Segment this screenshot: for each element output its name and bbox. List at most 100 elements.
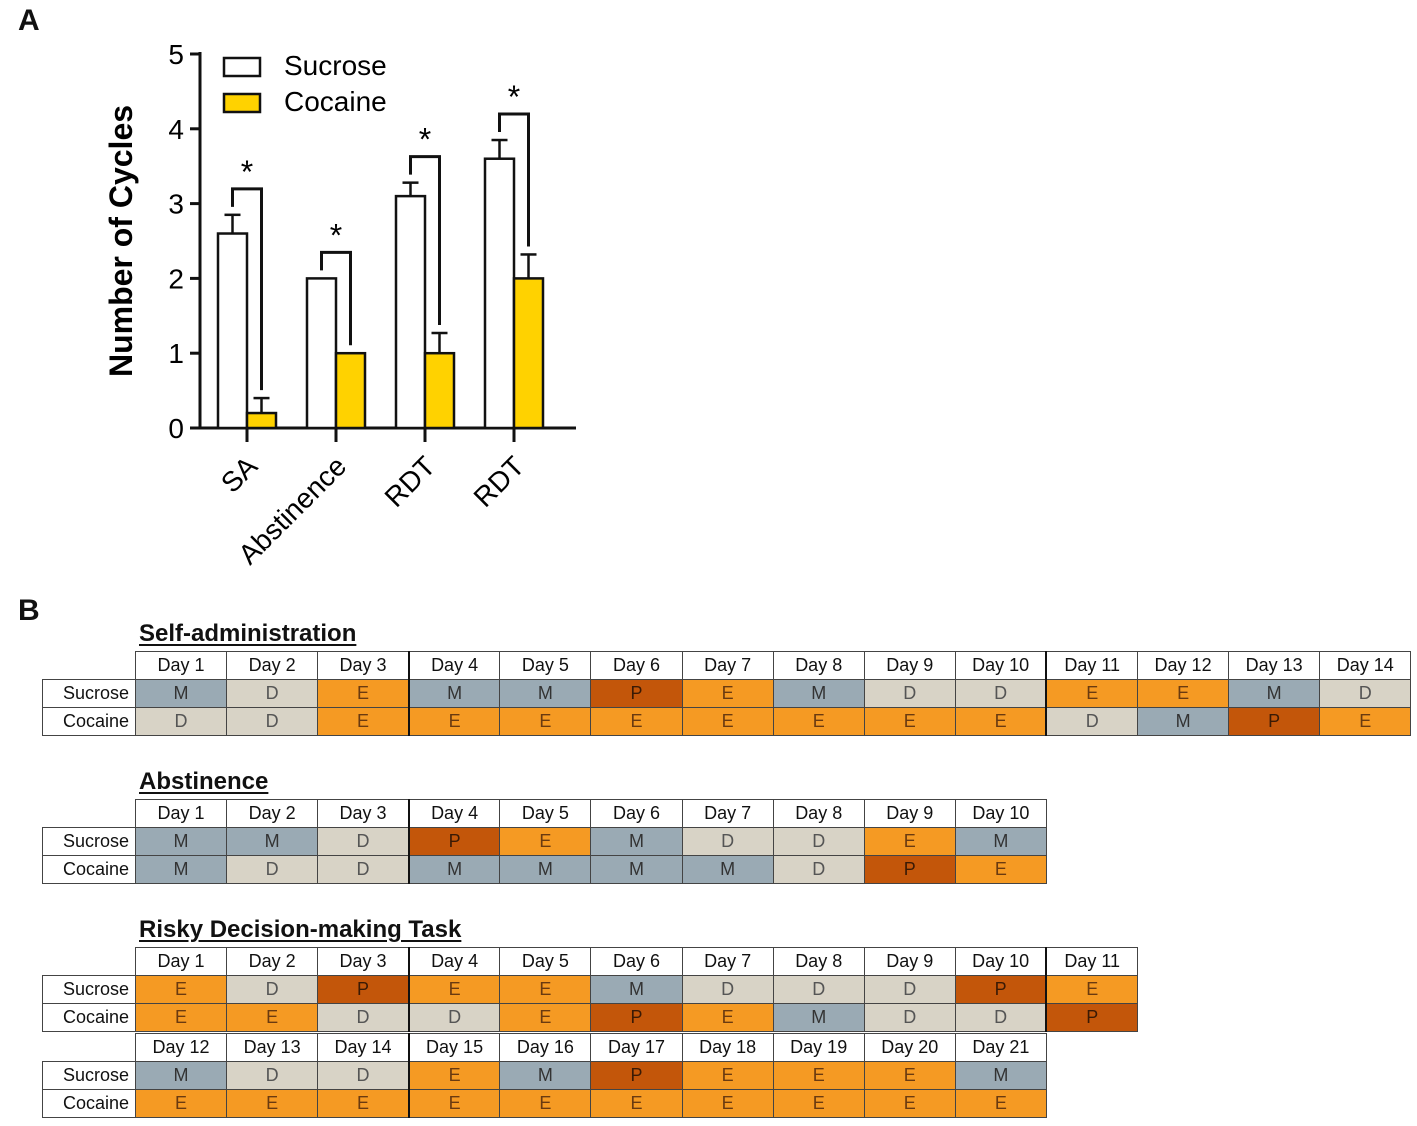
y-tick-label: 1 bbox=[168, 338, 184, 369]
y-tick-label: 4 bbox=[168, 114, 184, 145]
legend-label: Cocaine bbox=[284, 86, 387, 117]
schedule-cell: D bbox=[772, 975, 865, 1004]
schedule-row-sucrose: Sucrose M D E M M P E M D D E E M D bbox=[42, 679, 1412, 708]
day-header: Day 12 bbox=[1137, 651, 1230, 680]
schedule-cell: E bbox=[954, 1089, 1047, 1118]
schedule-cell: E bbox=[407, 975, 501, 1004]
schedule-cell: E bbox=[772, 1061, 865, 1090]
schedule-cell: E bbox=[863, 707, 956, 736]
day-header: Day 8 bbox=[772, 947, 865, 976]
day-header: Day 20 bbox=[863, 1033, 956, 1062]
day-header: Day 3 bbox=[317, 947, 410, 976]
schedule-cell: E bbox=[226, 1089, 319, 1118]
day-header: Day 9 bbox=[863, 799, 956, 828]
day-header: Day 10 bbox=[954, 947, 1047, 976]
schedule-cell: M bbox=[134, 827, 228, 856]
day-header: Day 14 bbox=[317, 1033, 410, 1062]
day-header: Day 5 bbox=[499, 947, 592, 976]
sucrose-bar bbox=[483, 157, 516, 430]
significance-bracket bbox=[231, 187, 263, 391]
significance-marker: * bbox=[241, 154, 253, 190]
significance-bracket bbox=[409, 155, 441, 326]
schedule-cell: E bbox=[681, 1089, 774, 1118]
schedule-cell: M bbox=[407, 679, 501, 708]
day-header: Day 7 bbox=[681, 651, 774, 680]
schedule-cell: E bbox=[863, 1061, 956, 1090]
schedule-row-cocaine: Cocaine E E D D E P E M D D P bbox=[42, 1003, 1139, 1032]
schedule-cell: P bbox=[1045, 1003, 1139, 1032]
schedule-table: Day 1 Day 2 Day 3 Day 4 Day 5 Day 6 Day 7 Day 8… bbox=[42, 651, 1412, 736]
schedule-cell: D bbox=[226, 855, 319, 884]
schedule-cell: M bbox=[499, 1061, 592, 1090]
day-header: Day 3 bbox=[317, 651, 410, 680]
significance-marker: * bbox=[508, 79, 520, 115]
schedule-cell: P bbox=[863, 855, 956, 884]
day-header: Day 7 bbox=[681, 799, 774, 828]
section-title: Self-administration bbox=[139, 620, 357, 647]
schedule-cell: D bbox=[863, 975, 956, 1004]
schedule-cell: D bbox=[317, 1003, 410, 1032]
schedule-cell: M bbox=[1137, 707, 1230, 736]
schedule-cell: E bbox=[590, 1089, 683, 1118]
schedule-cell: E bbox=[1319, 707, 1412, 736]
legend-label: Sucrose bbox=[284, 50, 387, 81]
schedule-cell: M bbox=[134, 679, 228, 708]
schedule-cell: D bbox=[863, 679, 956, 708]
section-title: Risky Decision-making Task bbox=[139, 916, 462, 943]
schedule-cell: P bbox=[1228, 707, 1321, 736]
significance-marker: * bbox=[330, 217, 342, 253]
day-header: Day 19 bbox=[772, 1033, 865, 1062]
row-label: Cocaine bbox=[42, 707, 136, 736]
schedule-cell: M bbox=[772, 679, 865, 708]
day-header: Day 18 bbox=[681, 1033, 774, 1062]
cocaine-bar bbox=[512, 277, 545, 430]
day-header: Day 7 bbox=[681, 947, 774, 976]
schedule-cell: E bbox=[681, 679, 774, 708]
day-header: Day 21 bbox=[954, 1033, 1047, 1062]
schedule-cell: E bbox=[772, 1089, 865, 1118]
day-header: Day 1 bbox=[134, 947, 228, 976]
x-tick-label: RDT bbox=[379, 450, 442, 513]
schedule-cell: E bbox=[499, 1003, 592, 1032]
schedule-cell: E bbox=[317, 707, 410, 736]
schedule-cell: D bbox=[681, 975, 774, 1004]
schedule-cell: E bbox=[226, 1003, 319, 1032]
schedule-cell: E bbox=[317, 679, 410, 708]
schedule-table: Day 12 Day 13 Day 14 Day 15 Day 16 Day 17 Day … bbox=[42, 1033, 1047, 1118]
day-header: Day 12 bbox=[134, 1033, 228, 1062]
schedule-cell: E bbox=[317, 1089, 410, 1118]
x-tick-label: RDT bbox=[468, 450, 531, 513]
schedule-cell: M bbox=[134, 1061, 228, 1090]
day-header: Day 8 bbox=[772, 651, 865, 680]
schedule-row-sucrose: Sucrose M M D P E M D D E M bbox=[42, 827, 1047, 856]
day-header: Day 4 bbox=[407, 947, 501, 976]
day-header: Day 14 bbox=[1319, 651, 1412, 680]
schedule-cell: D bbox=[772, 855, 865, 884]
y-tick-label: 3 bbox=[168, 189, 184, 220]
day-header: Day 6 bbox=[590, 651, 683, 680]
day-header: Day 5 bbox=[499, 651, 592, 680]
panel-a-label: A bbox=[18, 4, 40, 37]
day-header: Day 17 bbox=[590, 1033, 683, 1062]
schedule-cell: M bbox=[226, 827, 319, 856]
header-blank bbox=[43, 948, 136, 976]
schedule-cell: D bbox=[772, 827, 865, 856]
schedule-cell: E bbox=[407, 1089, 501, 1118]
schedule-row-sucrose: Sucrose E D P E E M D D D P E bbox=[42, 975, 1139, 1004]
day-header: Day 9 bbox=[863, 947, 956, 976]
significance-bracket bbox=[498, 112, 530, 247]
schedule-cell: E bbox=[954, 855, 1047, 884]
schedule-cell: D bbox=[1319, 679, 1412, 708]
schedule-cell: D bbox=[134, 707, 228, 736]
y-tick-label: 0 bbox=[168, 413, 184, 444]
schedule-cell: E bbox=[134, 1003, 228, 1032]
schedule-cell: D bbox=[317, 855, 410, 884]
row-label: Sucrose bbox=[42, 1061, 136, 1090]
schedule-cell: M bbox=[772, 1003, 865, 1032]
schedule-table: Day 1 Day 2 Day 3 Day 4 Day 5 Day 6 Day 7 Day 8… bbox=[42, 947, 1139, 1032]
legend-swatch bbox=[222, 92, 262, 114]
day-header: Day 2 bbox=[226, 651, 319, 680]
day-header: Day 15 bbox=[407, 1033, 501, 1062]
panel-b-label: B bbox=[18, 594, 40, 627]
schedule-cell: E bbox=[1137, 679, 1230, 708]
